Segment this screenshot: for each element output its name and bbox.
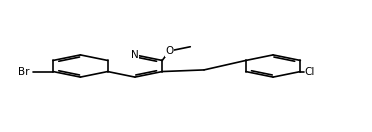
Text: N: N [131,50,139,60]
Text: O: O [165,46,174,56]
Text: Cl: Cl [305,67,315,77]
Text: Br: Br [17,67,29,77]
